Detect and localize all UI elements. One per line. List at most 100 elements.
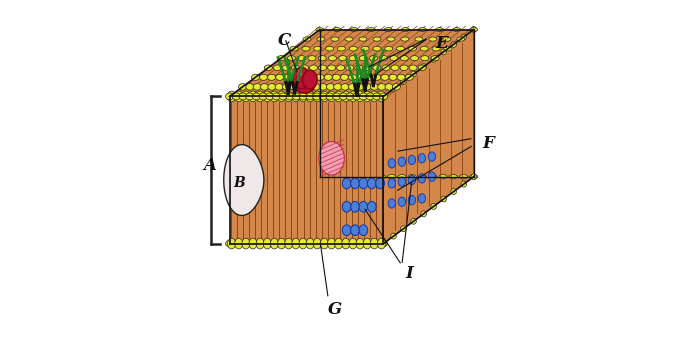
Ellipse shape <box>410 56 419 61</box>
Ellipse shape <box>368 28 375 31</box>
Ellipse shape <box>379 56 388 61</box>
Ellipse shape <box>400 56 408 61</box>
Ellipse shape <box>351 225 359 236</box>
Ellipse shape <box>306 93 314 100</box>
Text: C: C <box>278 32 291 49</box>
Ellipse shape <box>432 46 440 51</box>
Ellipse shape <box>401 28 410 31</box>
Ellipse shape <box>307 240 316 247</box>
Ellipse shape <box>326 46 334 51</box>
Ellipse shape <box>306 238 314 249</box>
Ellipse shape <box>363 91 371 102</box>
Ellipse shape <box>324 74 332 80</box>
Ellipse shape <box>398 174 406 179</box>
Ellipse shape <box>256 238 264 249</box>
Ellipse shape <box>398 197 405 206</box>
Ellipse shape <box>408 46 416 51</box>
Ellipse shape <box>359 56 368 61</box>
Ellipse shape <box>389 74 397 80</box>
Ellipse shape <box>377 238 386 249</box>
Ellipse shape <box>342 238 350 249</box>
Ellipse shape <box>302 46 310 51</box>
Ellipse shape <box>370 238 378 249</box>
Ellipse shape <box>471 27 477 33</box>
Ellipse shape <box>295 76 315 93</box>
Ellipse shape <box>470 174 478 179</box>
Ellipse shape <box>418 65 426 70</box>
Ellipse shape <box>318 56 326 61</box>
Ellipse shape <box>356 238 364 249</box>
Polygon shape <box>384 30 474 243</box>
Ellipse shape <box>408 174 416 179</box>
Ellipse shape <box>365 74 373 80</box>
Ellipse shape <box>340 93 347 100</box>
Text: A: A <box>204 157 216 174</box>
Ellipse shape <box>388 159 395 168</box>
Ellipse shape <box>299 238 307 249</box>
Ellipse shape <box>270 91 279 102</box>
Ellipse shape <box>361 46 369 51</box>
Ellipse shape <box>397 74 405 80</box>
Ellipse shape <box>418 194 426 203</box>
Text: I: I <box>405 265 413 282</box>
Ellipse shape <box>267 74 276 80</box>
Ellipse shape <box>435 28 444 31</box>
Ellipse shape <box>373 46 381 51</box>
Ellipse shape <box>418 174 426 183</box>
Ellipse shape <box>401 37 409 41</box>
Ellipse shape <box>368 174 375 179</box>
Ellipse shape <box>391 233 396 239</box>
Ellipse shape <box>342 178 351 189</box>
Ellipse shape <box>260 84 269 90</box>
Ellipse shape <box>298 240 305 247</box>
Ellipse shape <box>363 238 371 249</box>
Ellipse shape <box>272 93 281 100</box>
Ellipse shape <box>277 238 286 249</box>
Ellipse shape <box>234 238 243 249</box>
Ellipse shape <box>239 84 246 90</box>
Ellipse shape <box>297 84 305 90</box>
Ellipse shape <box>349 46 357 51</box>
Ellipse shape <box>408 195 416 205</box>
Ellipse shape <box>312 84 320 90</box>
Ellipse shape <box>357 174 365 179</box>
Ellipse shape <box>359 201 368 212</box>
Ellipse shape <box>277 56 285 61</box>
Ellipse shape <box>364 65 372 70</box>
Ellipse shape <box>411 71 416 77</box>
Ellipse shape <box>337 65 344 70</box>
Ellipse shape <box>319 84 327 90</box>
Ellipse shape <box>353 93 360 100</box>
Text: E: E <box>435 35 448 52</box>
Ellipse shape <box>225 240 234 247</box>
Ellipse shape <box>443 37 451 41</box>
Ellipse shape <box>430 56 436 62</box>
Ellipse shape <box>379 240 388 247</box>
Ellipse shape <box>242 91 250 102</box>
Ellipse shape <box>359 225 368 236</box>
Ellipse shape <box>316 28 324 31</box>
Ellipse shape <box>430 203 436 209</box>
Ellipse shape <box>370 84 379 90</box>
Ellipse shape <box>251 74 260 80</box>
Ellipse shape <box>349 91 357 102</box>
Ellipse shape <box>392 84 400 90</box>
Ellipse shape <box>337 46 346 51</box>
Polygon shape <box>230 177 474 243</box>
Ellipse shape <box>332 93 341 100</box>
Ellipse shape <box>293 93 300 100</box>
Ellipse shape <box>431 56 439 61</box>
Ellipse shape <box>292 238 300 249</box>
Ellipse shape <box>373 65 381 70</box>
Ellipse shape <box>260 74 267 80</box>
Ellipse shape <box>309 65 318 70</box>
Ellipse shape <box>381 94 386 99</box>
Ellipse shape <box>359 93 368 100</box>
Ellipse shape <box>321 91 328 102</box>
Ellipse shape <box>228 91 236 102</box>
Ellipse shape <box>334 84 342 90</box>
Ellipse shape <box>369 240 377 247</box>
Ellipse shape <box>377 174 386 179</box>
Ellipse shape <box>316 174 324 179</box>
Ellipse shape <box>291 65 300 70</box>
